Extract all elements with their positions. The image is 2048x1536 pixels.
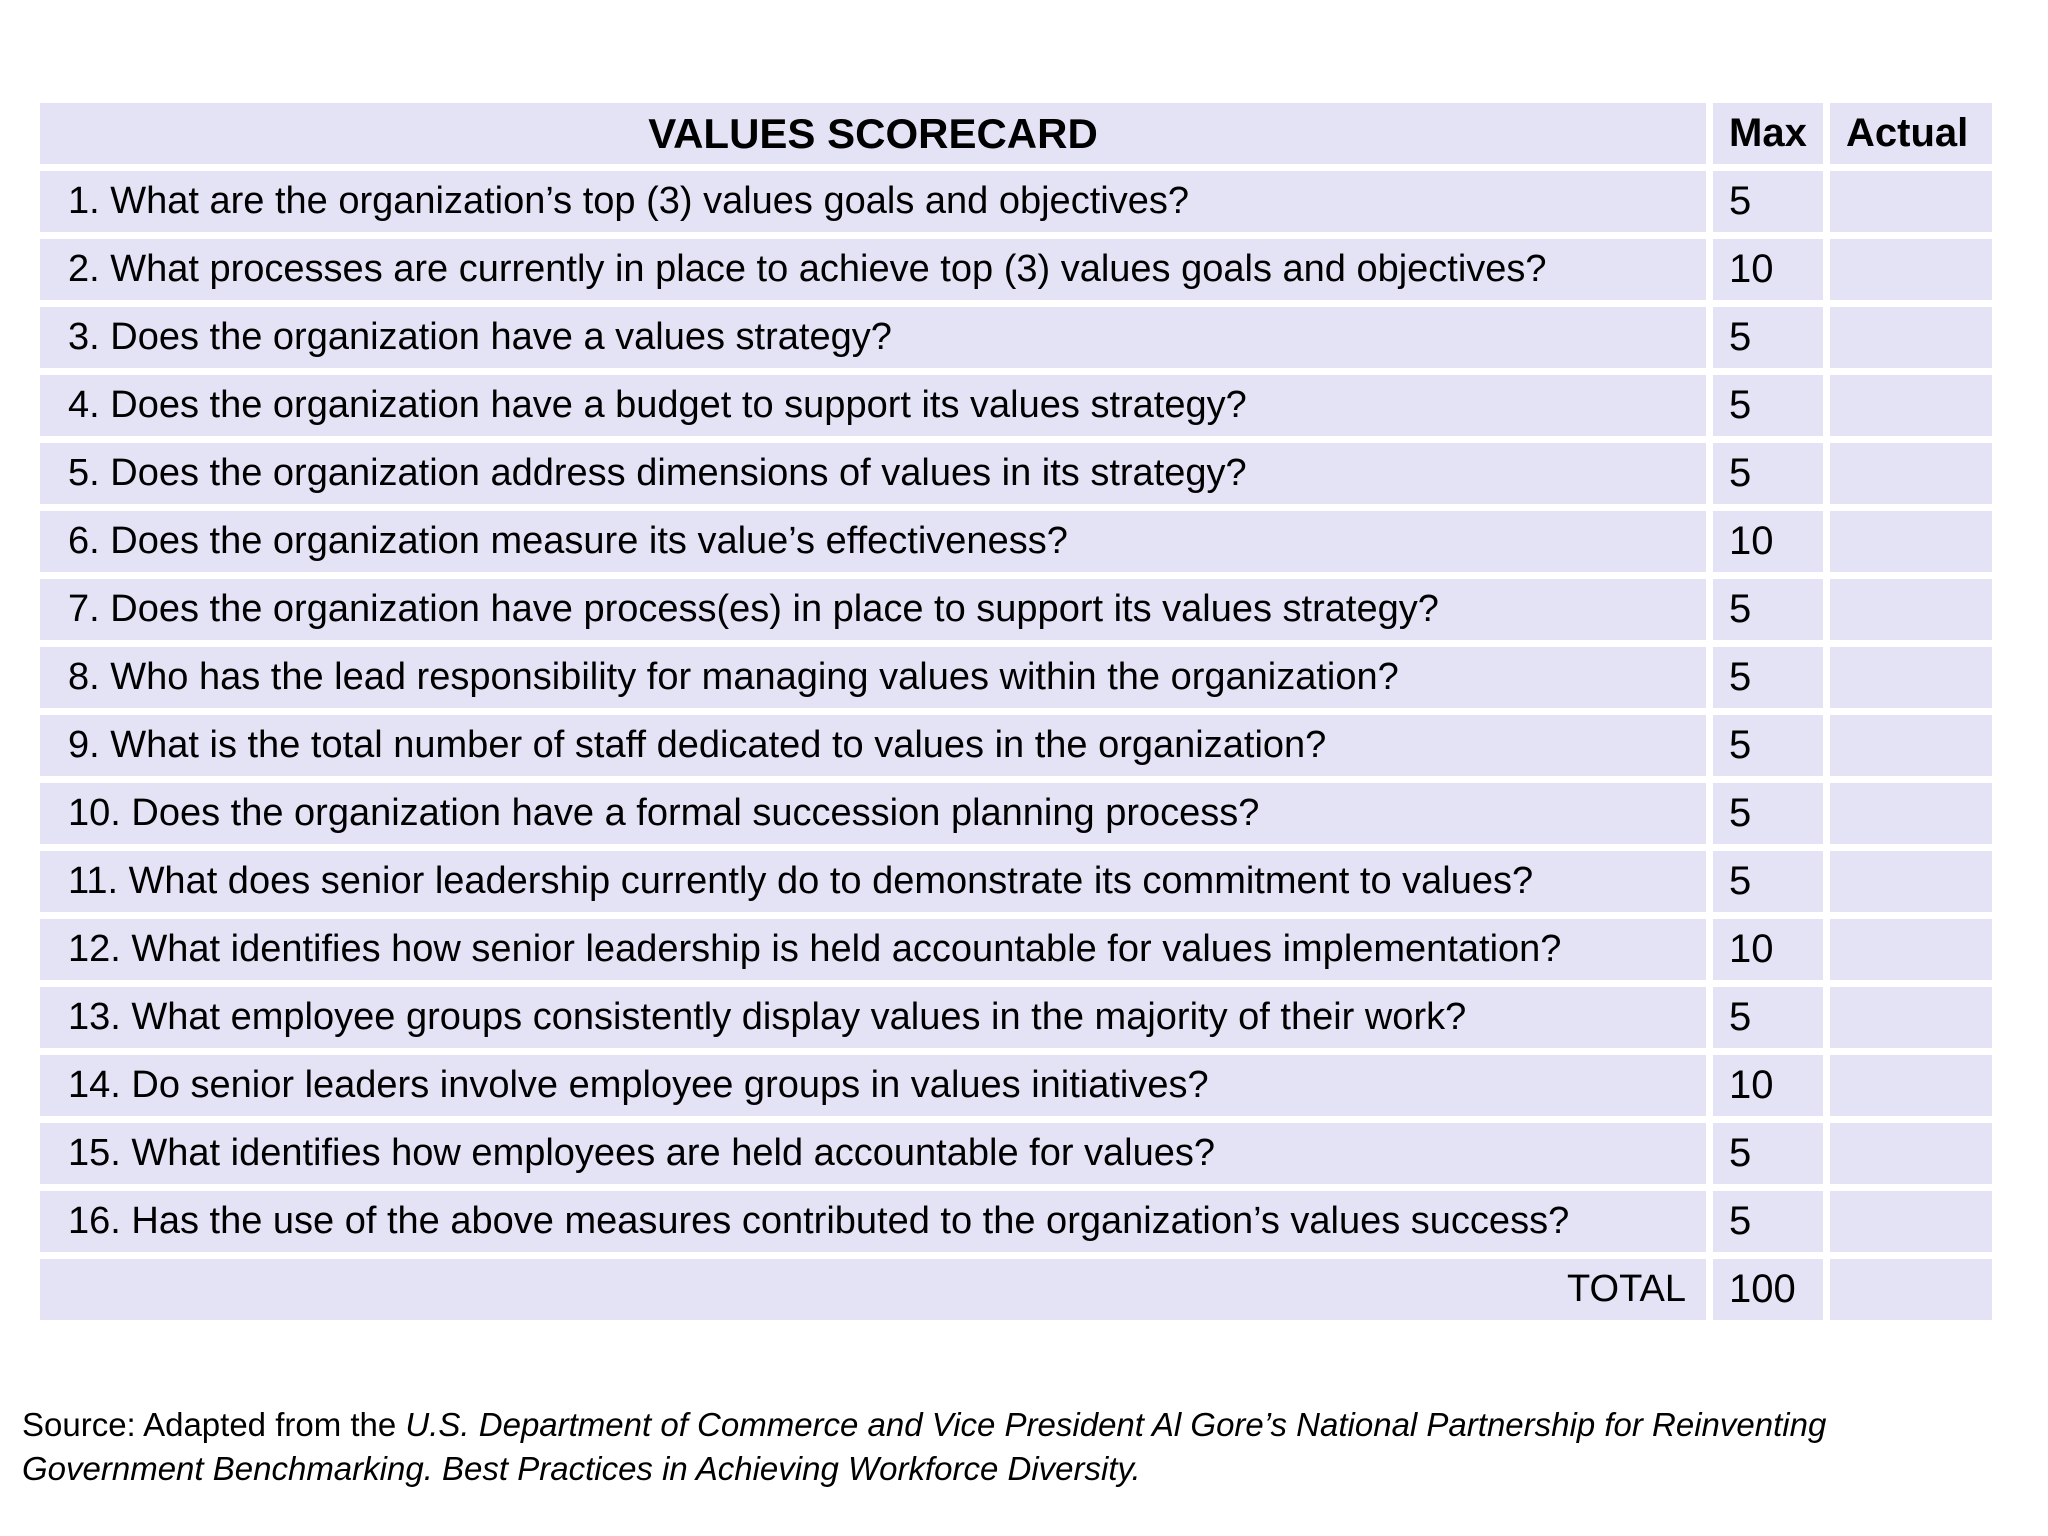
question-cell: 12. What identifies how senior leadershi…: [40, 919, 1706, 980]
source-prefix: Source: Adapted from the: [22, 1406, 406, 1443]
scorecard-body: 1. What are the organization’s top (3) v…: [40, 171, 1992, 1252]
actual-cell: [1830, 375, 1992, 436]
actual-cell: [1830, 647, 1992, 708]
actual-cell: [1830, 171, 1992, 232]
scorecard-row: 1. What are the organization’s top (3) v…: [40, 171, 1992, 232]
max-cell: 5: [1713, 1123, 1823, 1184]
scorecard-row: 7. Does the organization have process(es…: [40, 579, 1992, 640]
actual-cell: [1830, 579, 1992, 640]
max-cell: 5: [1713, 171, 1823, 232]
actual-cell: [1830, 919, 1992, 980]
question-cell: 8. Who has the lead responsibility for m…: [40, 647, 1706, 708]
total-label: TOTAL: [40, 1259, 1706, 1320]
question-cell: 3. Does the organization have a values s…: [40, 307, 1706, 368]
actual-cell: [1830, 783, 1992, 844]
values-scorecard-table: VALUES SCORECARD Max Actual 1. What are …: [33, 96, 1999, 1327]
question-cell: 4. Does the organization have a budget t…: [40, 375, 1706, 436]
actual-cell: [1830, 1123, 1992, 1184]
max-cell: 5: [1713, 987, 1823, 1048]
question-cell: 10. Does the organization have a formal …: [40, 783, 1706, 844]
question-cell: 7. Does the organization have process(es…: [40, 579, 1706, 640]
max-cell: 5: [1713, 783, 1823, 844]
actual-cell: [1830, 239, 1992, 300]
max-cell: 10: [1713, 1055, 1823, 1116]
max-cell: 5: [1713, 307, 1823, 368]
max-cell: 10: [1713, 511, 1823, 572]
scorecard-row: 5. Does the organization address dimensi…: [40, 443, 1992, 504]
total-actual-value: [1830, 1259, 1992, 1320]
source-citation: U.S. Department of Commerce and Vice Pre…: [22, 1406, 1827, 1488]
scorecard-row: 3. Does the organization have a values s…: [40, 307, 1992, 368]
total-row: TOTAL 100: [40, 1259, 1992, 1320]
total-max-value: 100: [1713, 1259, 1823, 1320]
scorecard-row: 14. Do senior leaders involve employee g…: [40, 1055, 1992, 1116]
scorecard-row: 10. Does the organization have a formal …: [40, 783, 1992, 844]
scorecard-row: 8. Who has the lead responsibility for m…: [40, 647, 1992, 708]
actual-cell: [1830, 1055, 1992, 1116]
actual-cell: [1830, 307, 1992, 368]
question-cell: 15. What identifies how employees are he…: [40, 1123, 1706, 1184]
table-title: VALUES SCORECARD: [40, 103, 1706, 164]
max-cell: 5: [1713, 443, 1823, 504]
question-cell: 2. What processes are currently in place…: [40, 239, 1706, 300]
max-cell: 5: [1713, 647, 1823, 708]
max-cell: 5: [1713, 1191, 1823, 1252]
max-cell: 5: [1713, 851, 1823, 912]
scorecard-row: 4. Does the organization have a budget t…: [40, 375, 1992, 436]
scorecard-row: 12. What identifies how senior leadershi…: [40, 919, 1992, 980]
actual-cell: [1830, 443, 1992, 504]
max-column-header: Max: [1713, 103, 1823, 164]
scorecard-row: 16. Has the use of the above measures co…: [40, 1191, 1992, 1252]
scorecard-row: 15. What identifies how employees are he…: [40, 1123, 1992, 1184]
actual-column-header: Actual: [1830, 103, 1992, 164]
scorecard-row: 13. What employee groups consistently di…: [40, 987, 1992, 1048]
max-cell: 10: [1713, 239, 1823, 300]
question-cell: 14. Do senior leaders involve employee g…: [40, 1055, 1706, 1116]
actual-cell: [1830, 1191, 1992, 1252]
source-note: Source: Adapted from the U.S. Department…: [22, 1403, 1912, 1491]
question-cell: 11. What does senior leadership currentl…: [40, 851, 1706, 912]
scorecard-row: 6. Does the organization measure its val…: [40, 511, 1992, 572]
max-cell: 5: [1713, 375, 1823, 436]
scorecard-row: 9. What is the total number of staff ded…: [40, 715, 1992, 776]
actual-cell: [1830, 715, 1992, 776]
max-cell: 5: [1713, 579, 1823, 640]
question-cell: 5. Does the organization address dimensi…: [40, 443, 1706, 504]
scorecard-row: 2. What processes are currently in place…: [40, 239, 1992, 300]
header-row: VALUES SCORECARD Max Actual: [40, 103, 1992, 164]
scorecard-row: 11. What does senior leadership currentl…: [40, 851, 1992, 912]
actual-cell: [1830, 987, 1992, 1048]
question-cell: 16. Has the use of the above measures co…: [40, 1191, 1706, 1252]
question-cell: 6. Does the organization measure its val…: [40, 511, 1706, 572]
actual-cell: [1830, 511, 1992, 572]
question-cell: 9. What is the total number of staff ded…: [40, 715, 1706, 776]
actual-cell: [1830, 851, 1992, 912]
question-cell: 13. What employee groups consistently di…: [40, 987, 1706, 1048]
max-cell: 10: [1713, 919, 1823, 980]
max-cell: 5: [1713, 715, 1823, 776]
question-cell: 1. What are the organization’s top (3) v…: [40, 171, 1706, 232]
